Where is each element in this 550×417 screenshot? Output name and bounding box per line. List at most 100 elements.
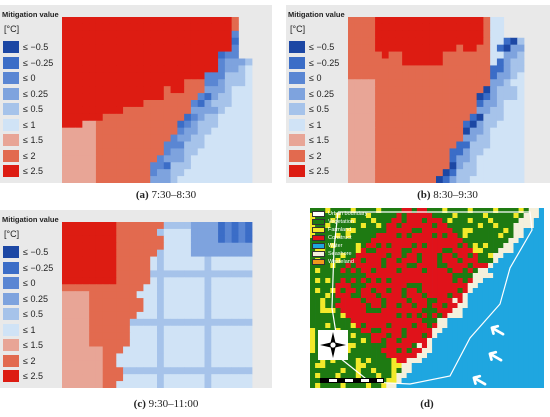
grid-cell xyxy=(231,176,239,183)
land-use-cell xyxy=(350,268,357,274)
land-use-cell xyxy=(472,318,479,324)
grid-cell xyxy=(177,270,185,278)
grid-cell xyxy=(218,120,226,129)
grid-cell xyxy=(129,134,138,142)
grid-cell xyxy=(211,51,219,59)
land-use-cell xyxy=(340,263,346,269)
grid-cell xyxy=(348,127,356,135)
land-use-cell xyxy=(447,383,453,388)
land-use-cell xyxy=(518,268,524,274)
grid-cell xyxy=(211,162,219,170)
grid-cell xyxy=(116,305,124,313)
land-use-cell xyxy=(386,273,392,279)
grid-cell xyxy=(231,65,239,73)
land-use-cell xyxy=(340,373,346,379)
land-use-cell xyxy=(442,208,448,214)
grid-cell xyxy=(82,37,90,46)
land-use-cell xyxy=(310,353,316,359)
grid-cell xyxy=(402,113,410,122)
grid-cell xyxy=(163,374,171,382)
grid-cell xyxy=(402,72,410,80)
grid-cell xyxy=(184,148,192,156)
grid-cell xyxy=(136,93,144,101)
land-use-cell xyxy=(442,293,448,299)
land-use-cell xyxy=(437,363,443,369)
grid-cell xyxy=(429,44,437,52)
land-use-cell xyxy=(477,288,484,294)
land-use-cell xyxy=(325,233,331,239)
grid-cell xyxy=(184,93,192,101)
land-use-cell xyxy=(371,288,377,294)
grid-cell xyxy=(184,242,192,251)
grid-cell xyxy=(163,176,171,183)
land-use-legend: Urban boundary Vegetation Farmland Construc… xyxy=(312,210,392,266)
grid-cell xyxy=(361,44,369,52)
grid-cell xyxy=(197,93,205,101)
land-use-cell xyxy=(523,278,530,284)
grid-cell xyxy=(402,79,410,87)
grid-cell xyxy=(89,51,97,59)
grid-cell xyxy=(129,93,138,101)
land-use-cell xyxy=(447,288,453,294)
grid-cell xyxy=(348,93,356,101)
grid-cell xyxy=(224,311,233,320)
grid-cell xyxy=(469,100,478,108)
grid-cell xyxy=(381,37,390,46)
grid-cell xyxy=(136,339,144,347)
grid-cell xyxy=(354,155,362,163)
grid-cell xyxy=(136,65,144,73)
land-use-cell xyxy=(442,373,448,379)
land-use-cell xyxy=(350,328,357,334)
grid-cell xyxy=(204,169,212,177)
land-use-cell xyxy=(315,298,321,304)
grid-cell xyxy=(408,93,417,101)
grid-cell xyxy=(238,284,246,292)
land-use-cell xyxy=(381,308,387,314)
grid-cell xyxy=(123,374,131,382)
grid-cell xyxy=(422,58,430,66)
grid-cell xyxy=(388,113,396,122)
land-use-cell xyxy=(381,233,387,239)
grid-cell xyxy=(170,93,178,101)
land-use-map: Urban boundary Vegetation Farmland Construc… xyxy=(310,208,544,388)
grid-cell xyxy=(211,155,219,163)
land-use-cell xyxy=(472,268,479,274)
grid-cell xyxy=(449,141,457,149)
grid-cell xyxy=(361,65,369,73)
land-use-cell xyxy=(467,253,474,259)
grid-cell xyxy=(163,332,171,340)
land-use-cell xyxy=(396,253,402,259)
grid-cell xyxy=(354,134,362,142)
grid-cell xyxy=(456,148,464,156)
land-use-cell xyxy=(452,373,458,379)
legend-unit: [°C] xyxy=(290,24,306,34)
land-use-cell xyxy=(482,298,489,304)
grid-cell xyxy=(354,65,362,73)
land-use-cell xyxy=(518,253,524,259)
grid-cell xyxy=(116,381,124,388)
land-use-cell xyxy=(315,313,321,319)
grid-cell xyxy=(483,127,491,135)
land-use-cell xyxy=(345,328,351,334)
grid-cell xyxy=(408,86,417,94)
land-use-cell xyxy=(350,368,357,374)
grid-cell xyxy=(388,162,396,170)
grid-cell xyxy=(109,30,117,39)
land-use-cell xyxy=(411,338,418,344)
grid-cell xyxy=(231,93,239,101)
land-use-cell xyxy=(482,333,489,339)
grid-cell xyxy=(456,134,464,142)
grid-cell xyxy=(224,228,233,237)
land-use-cell xyxy=(350,218,357,224)
grid-cell xyxy=(68,311,76,320)
caption-c: (c) 9:30–11:00 xyxy=(60,398,272,410)
land-use-cell xyxy=(371,253,377,259)
grid-cell xyxy=(429,162,437,170)
land-use-cell xyxy=(488,358,494,364)
land-use-cell xyxy=(513,363,519,369)
land-use-cell xyxy=(325,213,331,219)
grid-cell xyxy=(136,360,144,368)
grid-cell xyxy=(109,360,117,368)
legend-swatch xyxy=(289,72,305,84)
grid-cell xyxy=(157,353,165,361)
